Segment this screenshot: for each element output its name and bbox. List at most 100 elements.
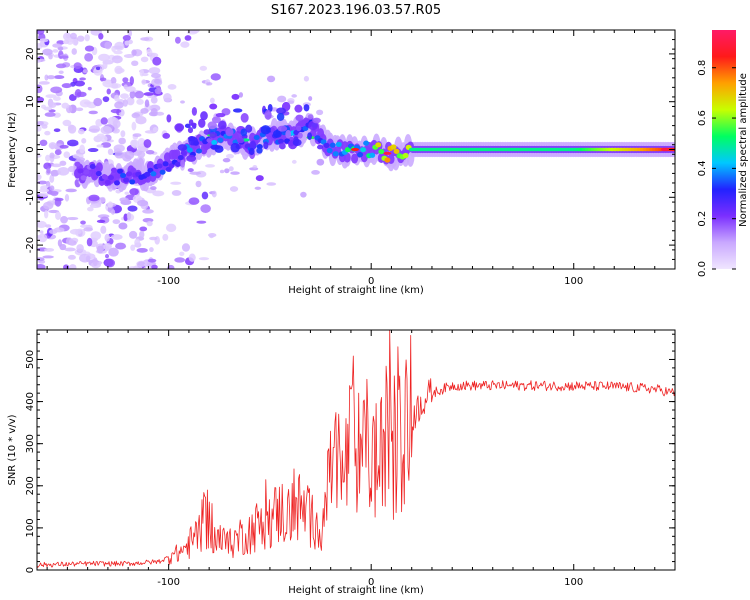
noise-blob bbox=[77, 35, 85, 42]
noise-blob bbox=[140, 37, 150, 41]
noise-blob bbox=[98, 33, 104, 40]
ridge-blob bbox=[217, 120, 227, 130]
ridge-blob bbox=[292, 139, 302, 147]
noise-blob bbox=[152, 190, 165, 197]
noise-blob bbox=[311, 170, 320, 175]
noise-blob bbox=[140, 107, 149, 114]
noise-blob bbox=[165, 223, 177, 233]
noise-blob bbox=[114, 101, 124, 109]
noise-blob bbox=[179, 251, 185, 256]
noise-blob bbox=[145, 149, 155, 155]
noise-blob bbox=[37, 84, 43, 94]
noise-blob bbox=[111, 55, 123, 64]
noise-blob bbox=[38, 188, 50, 193]
noise-blob bbox=[115, 242, 127, 250]
ridge-core bbox=[104, 179, 111, 185]
noise-blob bbox=[37, 125, 42, 132]
y-tick-label: 500 bbox=[25, 350, 36, 369]
y-tick-label: 20 bbox=[25, 48, 36, 61]
noise-blob bbox=[131, 121, 137, 131]
noise-blob bbox=[79, 99, 92, 108]
spectrogram-y-ticks: -20 -10 0 10 20 bbox=[25, 29, 675, 270]
noise-blob bbox=[152, 127, 159, 133]
y-tick-label: 0 bbox=[25, 146, 36, 152]
noise-blob bbox=[79, 224, 91, 228]
noise-blob bbox=[59, 160, 67, 166]
noise-blob bbox=[88, 194, 100, 202]
noise-blob bbox=[126, 212, 132, 221]
noise-blob bbox=[96, 144, 104, 148]
noise-blob bbox=[55, 63, 67, 69]
noise-blob bbox=[206, 82, 213, 86]
colorbar-ticks: 0.0 0.2 0.4 0.6 0.8 bbox=[697, 60, 736, 277]
noise-blob bbox=[137, 199, 149, 207]
ridge-core bbox=[357, 152, 364, 158]
ridge-blob bbox=[260, 125, 271, 135]
ridge-blob bbox=[255, 175, 264, 182]
noise-blob bbox=[88, 125, 101, 134]
ridge-blob bbox=[209, 131, 218, 139]
ridge-blob bbox=[236, 137, 245, 144]
noise-blob bbox=[67, 254, 76, 260]
snr-series-line bbox=[37, 330, 675, 568]
noise-blob bbox=[122, 99, 128, 107]
noise-blob bbox=[72, 38, 79, 46]
noise-blob bbox=[61, 83, 72, 89]
noise-blob bbox=[119, 197, 129, 203]
noise-blob bbox=[53, 75, 65, 80]
x-tick-label: 0 bbox=[368, 577, 374, 588]
ridge-body bbox=[95, 162, 103, 173]
noise-blob bbox=[75, 107, 84, 112]
ridge-core bbox=[74, 161, 81, 167]
ridge-peak bbox=[660, 147, 669, 152]
ridge-blob bbox=[256, 147, 263, 154]
noise-blob bbox=[49, 174, 55, 183]
noise-blob bbox=[64, 247, 76, 252]
y-tick-label: 400 bbox=[25, 392, 36, 411]
noise-blob bbox=[129, 230, 138, 239]
noise-blob bbox=[222, 157, 231, 163]
y-tick-label: -10 bbox=[25, 189, 36, 205]
noise-blob bbox=[141, 79, 147, 85]
ridge-blob bbox=[248, 147, 255, 156]
noise-blob bbox=[87, 86, 92, 91]
colorbar-tick-label: 0.6 bbox=[697, 110, 708, 126]
noise-blob bbox=[52, 96, 61, 101]
ridge-core bbox=[123, 177, 130, 183]
noise-blob bbox=[55, 211, 62, 220]
noise-blob bbox=[87, 148, 99, 153]
ridge-core bbox=[110, 167, 117, 173]
ridge-core bbox=[107, 174, 114, 181]
noise-blob bbox=[48, 54, 53, 60]
noise-blob bbox=[209, 234, 214, 239]
ridge-blob bbox=[277, 125, 288, 132]
noise-blob bbox=[170, 181, 182, 185]
ridge-blob bbox=[285, 129, 292, 139]
noise-blob bbox=[277, 95, 287, 103]
noise-blob bbox=[37, 30, 45, 35]
noise-blob bbox=[124, 150, 135, 160]
colorbar: 0.0 0.2 0.4 0.6 0.8 Normalized spectral ampl… bbox=[697, 30, 749, 277]
noise-blob bbox=[110, 234, 123, 240]
noise-blob bbox=[90, 231, 102, 241]
noise-blob bbox=[79, 77, 86, 81]
ridge-core bbox=[335, 141, 342, 147]
spectrogram-plot-area bbox=[37, 30, 675, 269]
spectrogram-y-label: Frequency (Hz) bbox=[7, 112, 18, 188]
ridge-core bbox=[159, 169, 166, 175]
noise-blob bbox=[39, 192, 49, 198]
noise-blob bbox=[129, 76, 134, 86]
noise-blob bbox=[109, 83, 122, 89]
noise-blob bbox=[122, 77, 129, 83]
ridge-blob bbox=[303, 104, 310, 112]
noise-blob bbox=[64, 194, 70, 202]
noise-blob bbox=[39, 139, 48, 147]
noise-blob bbox=[54, 197, 64, 202]
snr-x-label: Height of straight line (km) bbox=[288, 585, 424, 596]
noise-blob bbox=[114, 94, 120, 102]
ridge-blob bbox=[184, 123, 191, 129]
noise-blob bbox=[86, 237, 93, 247]
noise-blob bbox=[291, 94, 298, 98]
x-tick-label: -100 bbox=[157, 577, 180, 588]
